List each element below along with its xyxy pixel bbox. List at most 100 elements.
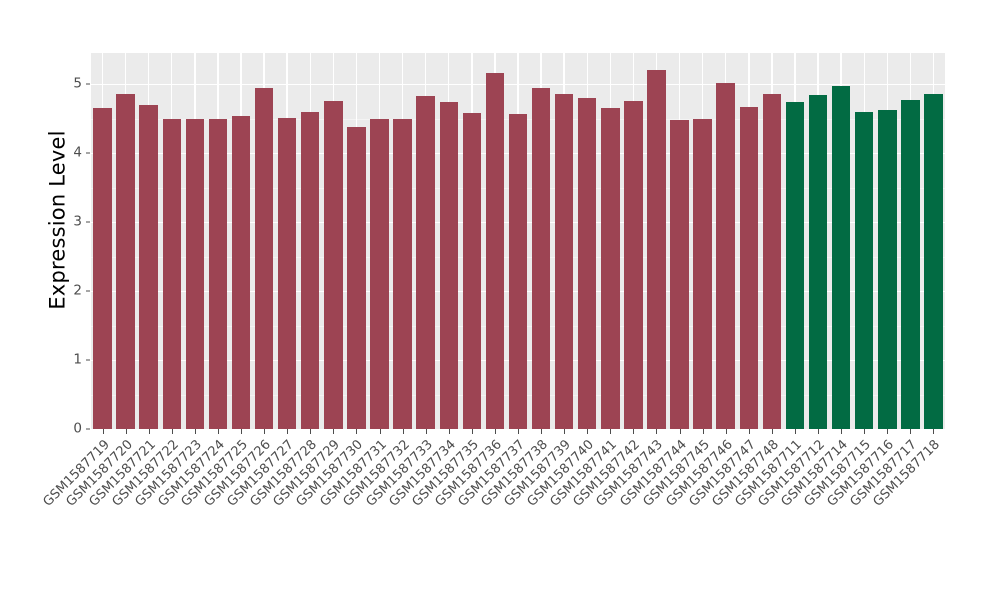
bar[interactable] <box>393 118 412 429</box>
bar[interactable] <box>485 73 505 429</box>
x-axis-tick-mark <box>864 429 866 434</box>
x-axis-tick-mark <box>494 429 496 434</box>
x-axis-tick-mark <box>102 429 104 434</box>
bar[interactable] <box>601 107 620 429</box>
y-axis-tick-labels: 0 1 2 3 4 5 <box>56 0 82 580</box>
y-axis-tick-label: 4 <box>73 144 82 161</box>
x-axis-tick-mark <box>633 429 635 434</box>
bar[interactable] <box>324 101 343 429</box>
y-axis-tick-mark <box>86 428 90 430</box>
bar[interactable] <box>277 117 297 429</box>
bar[interactable] <box>208 119 228 429</box>
x-axis-tick-mark <box>841 429 843 434</box>
x-axis-tick-mark <box>725 429 727 434</box>
bar[interactable] <box>554 94 574 429</box>
x-axis-tick-mark <box>264 429 266 434</box>
bar[interactable] <box>185 119 205 429</box>
x-axis-tick-mark <box>794 429 796 434</box>
x-axis-tick-label: GSM1587714 <box>778 437 852 510</box>
x-axis-tick-label: GSM1587747 <box>686 437 759 510</box>
bar[interactable] <box>231 116 251 429</box>
bar[interactable] <box>670 119 689 429</box>
bar[interactable] <box>508 113 528 429</box>
bar[interactable] <box>831 86 851 429</box>
x-axis-tick-mark <box>656 429 658 434</box>
x-axis-tick-label: GSM1587733 <box>363 437 436 510</box>
x-axis-tick-mark <box>148 429 150 434</box>
bar[interactable] <box>854 112 874 429</box>
bar[interactable] <box>924 94 943 429</box>
bar[interactable] <box>739 106 759 429</box>
x-axis-tick-label: GSM1587739 <box>501 437 575 510</box>
x-axis-tick-mark <box>287 429 289 434</box>
y-axis-tick-label: 5 <box>73 75 82 92</box>
x-axis-tick-mark <box>125 429 127 434</box>
bar[interactable] <box>370 118 389 429</box>
x-axis-tick-label: GSM1587730 <box>293 437 367 510</box>
x-axis-tick-label: GSM1587722 <box>109 437 182 510</box>
x-axis-tick-mark <box>887 429 889 434</box>
x-axis-tick-label: GSM1587744 <box>617 437 690 510</box>
bar[interactable] <box>347 126 366 429</box>
x-axis-tick-label: GSM1587736 <box>432 437 505 510</box>
bar[interactable] <box>878 109 897 429</box>
x-axis-tick-label: GSM1587740 <box>524 437 598 510</box>
x-axis-tick-mark <box>610 429 612 434</box>
bar[interactable] <box>785 101 805 429</box>
x-axis-tick-mark <box>933 429 935 434</box>
y-axis-tick-mark <box>86 83 90 85</box>
x-axis-tick-label: GSM1587734 <box>386 437 459 510</box>
x-axis-tick-label: GSM1587748 <box>709 437 782 510</box>
x-axis-tick-mark <box>310 429 312 434</box>
bar[interactable] <box>162 118 181 429</box>
plot-panel <box>91 53 945 429</box>
x-axis-tick-mark <box>541 429 543 434</box>
bar[interactable] <box>693 118 712 429</box>
x-axis-tick-mark <box>425 429 427 434</box>
x-axis-tick-label: GSM1587726 <box>201 437 274 510</box>
x-axis-tick-label: GSM1587743 <box>593 437 667 510</box>
x-axis-tick-mark <box>241 429 243 434</box>
bar[interactable] <box>116 94 135 429</box>
bar[interactable] <box>901 99 920 429</box>
x-axis-tick-label: GSM1587721 <box>86 437 159 510</box>
y-axis-tick-mark <box>86 290 90 292</box>
x-axis-tick-mark <box>402 429 404 434</box>
x-axis-tick-label: GSM1587717 <box>847 437 921 510</box>
bar[interactable] <box>531 88 551 429</box>
bar[interactable] <box>762 94 782 429</box>
x-axis-tick-label: GSM1587735 <box>409 437 482 510</box>
y-axis-tick-label: 3 <box>73 213 82 230</box>
bar[interactable] <box>416 96 435 429</box>
bar[interactable] <box>462 113 482 429</box>
x-axis-tick-mark <box>448 429 450 434</box>
x-axis-tick-mark <box>748 429 750 434</box>
x-axis-tick-label: GSM1587742 <box>570 437 644 510</box>
bar[interactable] <box>139 105 158 429</box>
x-axis-tick-mark <box>379 429 381 434</box>
bar[interactable] <box>301 112 320 429</box>
bar[interactable] <box>254 87 274 429</box>
y-axis-tick-label: 1 <box>73 351 82 368</box>
x-axis-tick-mark <box>679 429 681 434</box>
x-axis-tick-mark <box>194 429 196 434</box>
bar[interactable] <box>578 97 597 429</box>
x-axis-tick-label: GSM1587715 <box>801 437 875 510</box>
bar[interactable] <box>647 70 666 429</box>
bar[interactable] <box>624 101 643 429</box>
x-axis-tick-label: GSM1587732 <box>340 437 413 510</box>
bar[interactable] <box>93 107 112 429</box>
x-axis-tick-mark <box>564 429 566 434</box>
bar[interactable] <box>808 95 828 429</box>
bar[interactable] <box>439 101 458 429</box>
x-axis-tick-label: GSM1587725 <box>178 437 251 510</box>
x-axis-tick-label: GSM1587746 <box>663 437 736 510</box>
x-axis-tick-mark <box>910 429 912 434</box>
x-axis-tick-label: GSM1587738 <box>478 437 551 510</box>
x-axis-tick-label: GSM1587724 <box>155 437 228 510</box>
x-axis-tick-label: GSM1587745 <box>640 437 713 510</box>
x-axis-tick-label: GSM1587718 <box>870 437 944 510</box>
bar[interactable] <box>716 82 735 429</box>
y-axis-tick-label: 0 <box>73 420 82 437</box>
